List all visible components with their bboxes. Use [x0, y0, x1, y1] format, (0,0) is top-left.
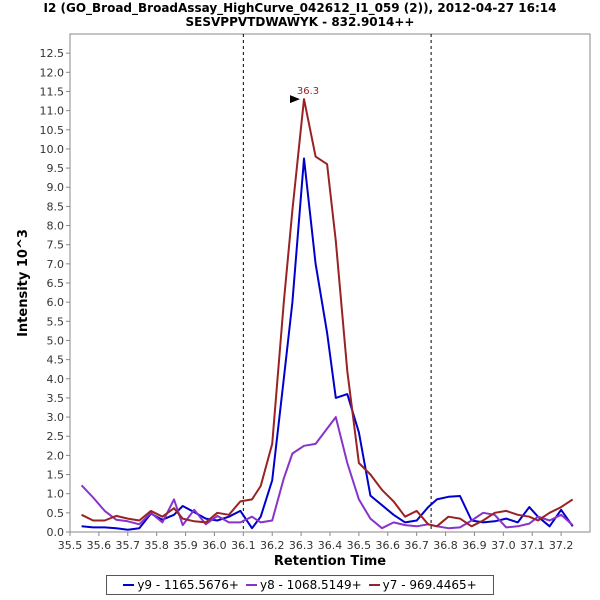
y-tick-label: 3.0 — [47, 411, 65, 424]
chart-subtitle: SESVPPVTDWAWYK - 832.9014++ — [185, 15, 415, 29]
y-tick-label: 3.5 — [47, 392, 65, 405]
y-tick-label: 1.0 — [47, 488, 65, 501]
x-tick-label: 35.8 — [144, 539, 169, 552]
x-tick-label: 36.5 — [347, 539, 372, 552]
x-tick-label: 37.0 — [491, 539, 516, 552]
x-tick-label: 36.4 — [318, 539, 343, 552]
peak-marker-icon — [290, 95, 300, 104]
x-tick-label: 36.9 — [462, 539, 487, 552]
chart-title: I2 (GO_Broad_BroadAssay_HighCurve_042612… — [43, 1, 557, 15]
y-tick-label: 2.5 — [47, 430, 65, 443]
legend-item: y8 - 1068.5149+ — [245, 578, 362, 592]
y-tick-label: 11.0 — [40, 105, 65, 118]
y-tick-label: 6.5 — [47, 277, 65, 290]
y-tick-label: 9.5 — [47, 162, 65, 175]
y-tick-label: 10.5 — [40, 124, 65, 137]
y-tick-label: 7.5 — [47, 239, 65, 252]
x-tick-label: 36.3 — [289, 539, 314, 552]
y-tick-label: 7.0 — [47, 258, 65, 271]
legend-item: y7 - 969.4465+ — [368, 578, 477, 592]
y-tick-label: 12.0 — [40, 66, 65, 79]
x-tick-label: 36.2 — [260, 539, 285, 552]
x-axis-title: Retention Time — [274, 554, 386, 569]
legend-label: y9 - 1165.5676+ — [137, 578, 239, 592]
x-tick-label: 36.7 — [404, 539, 429, 552]
y-tick-label: 10.0 — [40, 143, 65, 156]
x-tick-label: 36.6 — [376, 539, 401, 552]
y-tick-label: 5.0 — [47, 334, 65, 347]
legend-label: y7 - 969.4465+ — [382, 578, 477, 592]
y-tick-label: 5.5 — [47, 315, 65, 328]
y-tick-label: 1.5 — [47, 469, 65, 482]
x-tick-label: 37.2 — [549, 539, 574, 552]
legend-item: y9 - 1165.5676+ — [123, 578, 239, 592]
series-line-1 — [81, 157, 574, 531]
y-tick-label: 0.5 — [47, 507, 65, 520]
legend-label: y8 - 1068.5149+ — [259, 578, 362, 592]
chart-legend: y9 - 1165.5676+ y8 - 1068.5149+ y7 - 969.4… — [106, 575, 494, 595]
y-tick-label: 8.5 — [47, 200, 65, 213]
y-tick-label: 2.0 — [47, 449, 65, 462]
x-tick-label: 35.9 — [173, 539, 198, 552]
y-tick-label: 4.5 — [47, 354, 65, 367]
x-tick-label: 35.7 — [116, 539, 141, 552]
legend-swatch — [368, 584, 380, 586]
legend-swatch — [123, 584, 135, 586]
legend-swatch — [245, 584, 257, 586]
y-tick-label: 8.0 — [47, 220, 65, 233]
x-tick-label: 36.1 — [231, 539, 256, 552]
peak-label: 36.3 — [297, 86, 319, 97]
y-axis-title: Intensity 10^3 — [16, 229, 31, 337]
series-line-3 — [81, 98, 574, 528]
y-tick-label: 9.0 — [47, 181, 65, 194]
y-tick-label: 4.0 — [47, 373, 65, 386]
y-tick-label: 0.0 — [47, 526, 65, 539]
x-tick-label: 35.5 — [58, 539, 83, 552]
y-tick-label: 12.5 — [40, 47, 65, 60]
x-tick-label: 35.6 — [87, 539, 112, 552]
x-tick-label: 37.1 — [520, 539, 545, 552]
x-tick-label: 36.0 — [202, 539, 227, 552]
y-tick-label: 11.5 — [40, 85, 65, 98]
x-tick-label: 36.8 — [433, 539, 458, 552]
plot-frame — [69, 33, 591, 533]
y-tick-label: 6.0 — [47, 296, 65, 309]
